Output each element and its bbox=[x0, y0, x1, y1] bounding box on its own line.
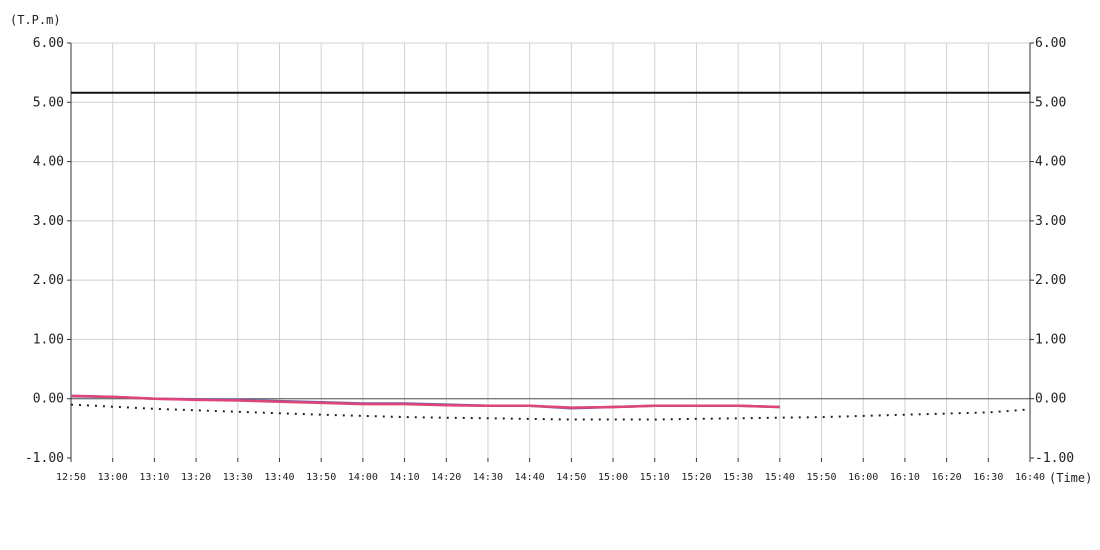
y-tick-label: 2.00 bbox=[33, 273, 64, 288]
x-tick-label: 15:10 bbox=[640, 472, 670, 483]
x-tick-label: 16:20 bbox=[932, 472, 962, 483]
y-tick-label: 1.00 bbox=[33, 332, 64, 347]
y-tick-label: 6.00 bbox=[33, 36, 64, 51]
y-tick-label: 0.00 bbox=[33, 392, 64, 407]
x-tick-label: 14:10 bbox=[390, 472, 420, 483]
y-tick-label: 3.00 bbox=[33, 214, 64, 229]
x-tick-label: 14:00 bbox=[348, 472, 378, 483]
series-lines bbox=[70, 91, 1031, 421]
x-tick-label: 13:30 bbox=[223, 472, 253, 483]
x-tick-label: 15:40 bbox=[765, 472, 795, 483]
x-tick-label: 12:50 bbox=[56, 472, 86, 483]
x-tick-labels: 12:50 13:00 13:10 13:20 13:30 13:40 13:50 14:00… bbox=[56, 472, 1045, 483]
x-tick-label: 14:40 bbox=[515, 472, 545, 483]
y-tick-label-right: 3.00 bbox=[1035, 214, 1066, 229]
x-tick-label: 14:30 bbox=[473, 472, 503, 483]
grid-lines bbox=[71, 42, 1030, 458]
x-tick-label: 15:00 bbox=[598, 472, 628, 483]
y-tick-labels-left: 6.00 5.00 4.00 3.00 2.00 1.00 0.00 -1.00 bbox=[25, 36, 64, 466]
y-tick-label-right: 5.00 bbox=[1035, 95, 1066, 110]
x-tick-label: 13:40 bbox=[264, 472, 294, 483]
y-tick-label-right: 2.00 bbox=[1035, 273, 1066, 288]
x-unit-label: (Time) bbox=[1049, 471, 1092, 485]
x-tick-label: 16:30 bbox=[973, 472, 1003, 483]
y-tick-label-right: 0.00 bbox=[1035, 392, 1066, 407]
y-tick-label-right: 4.00 bbox=[1035, 155, 1066, 170]
y-tick-labels-right: 6.00 5.00 4.00 3.00 2.00 1.00 0.00 -1.00 bbox=[1035, 36, 1074, 466]
x-tick-label: 13:10 bbox=[139, 472, 169, 483]
x-tick-label: 15:50 bbox=[806, 472, 836, 483]
y-tick-label-right: -1.00 bbox=[1035, 451, 1074, 466]
x-tick-label: 13:20 bbox=[181, 472, 211, 483]
y-tick-label-right: 1.00 bbox=[1035, 332, 1066, 347]
y-tick-label: 4.00 bbox=[33, 155, 64, 170]
x-tick-label: 13:50 bbox=[306, 472, 336, 483]
x-tick-label: 15:20 bbox=[681, 472, 711, 483]
x-tick-label: 15:30 bbox=[723, 472, 753, 483]
x-tick-label: 16:10 bbox=[890, 472, 920, 483]
x-tick-label: 16:40 bbox=[1015, 472, 1045, 483]
y-tick-label: -1.00 bbox=[25, 451, 64, 466]
y-tick-label: 5.00 bbox=[33, 95, 64, 110]
x-tick-label: 13:00 bbox=[98, 472, 128, 483]
x-tick-label: 16:00 bbox=[848, 472, 878, 483]
y-unit-label: (T.P.m) bbox=[10, 13, 61, 27]
x-tick-label: 14:50 bbox=[556, 472, 586, 483]
series-line-3 bbox=[70, 394, 780, 409]
y-tick-label-right: 6.00 bbox=[1035, 36, 1066, 51]
x-tick-label: 14:20 bbox=[431, 472, 461, 483]
